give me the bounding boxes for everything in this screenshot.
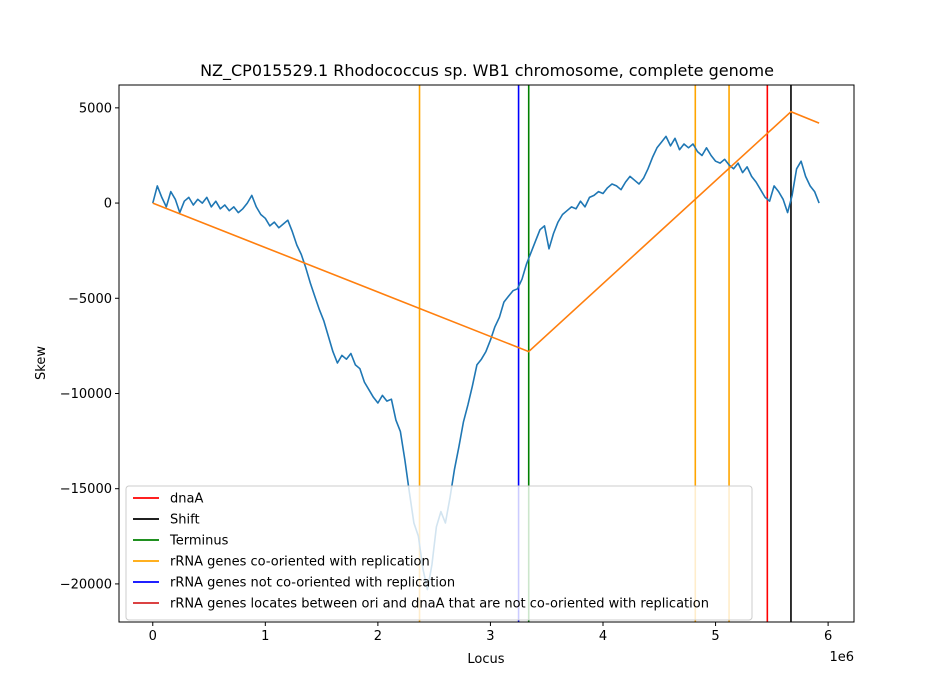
x-axis-title: Locus (467, 652, 504, 667)
legend-label: dnaA (170, 492, 203, 507)
y-tick-label: −10000 (60, 387, 112, 402)
legend: dnaA Shift Terminus rRNA genes co-oriented … (125, 485, 753, 621)
legend-label: rRNA genes co-oriented with replication (170, 555, 430, 570)
y-tick-label: 5000 (79, 101, 112, 116)
y-axis-title: Skew (34, 346, 49, 380)
y-tick-label: −15000 (60, 482, 112, 497)
legend-label: rRNA genes not co-oriented with replicat… (170, 576, 455, 591)
x-tick-label: 2 (374, 629, 382, 644)
legend-label: Terminus (169, 534, 229, 549)
y-tick-label: −20000 (60, 577, 112, 592)
x-tick-label: 5 (711, 629, 719, 644)
plot-data-group (152, 85, 820, 622)
x-tick-label: 6 (824, 629, 832, 644)
x-axis-offset-label: 1e6 (829, 650, 854, 665)
chart-title: NZ_CP015529.1 Rhodococcus sp. WB1 chromo… (200, 61, 774, 81)
x-tick-label: 1 (261, 629, 269, 644)
trend-series-line (152, 110, 820, 353)
legend-box (125, 485, 753, 621)
plot-area: 0 1 2 3 4 5 6 5000 0 −5000 −10000 −15000 −20000 (60, 84, 855, 644)
y-tick-label: −5000 (68, 292, 112, 307)
x-tick-label: 0 (149, 629, 157, 644)
legend-label: rRNA genes locates between ori and dnaA … (170, 597, 709, 612)
y-tick-label: 0 (104, 197, 112, 212)
x-tick-label: 3 (486, 629, 494, 644)
skew-series-line (152, 135, 820, 591)
x-tick-label: 4 (599, 629, 607, 644)
legend-label: Shift (170, 513, 200, 528)
plot-frame (118, 84, 855, 623)
